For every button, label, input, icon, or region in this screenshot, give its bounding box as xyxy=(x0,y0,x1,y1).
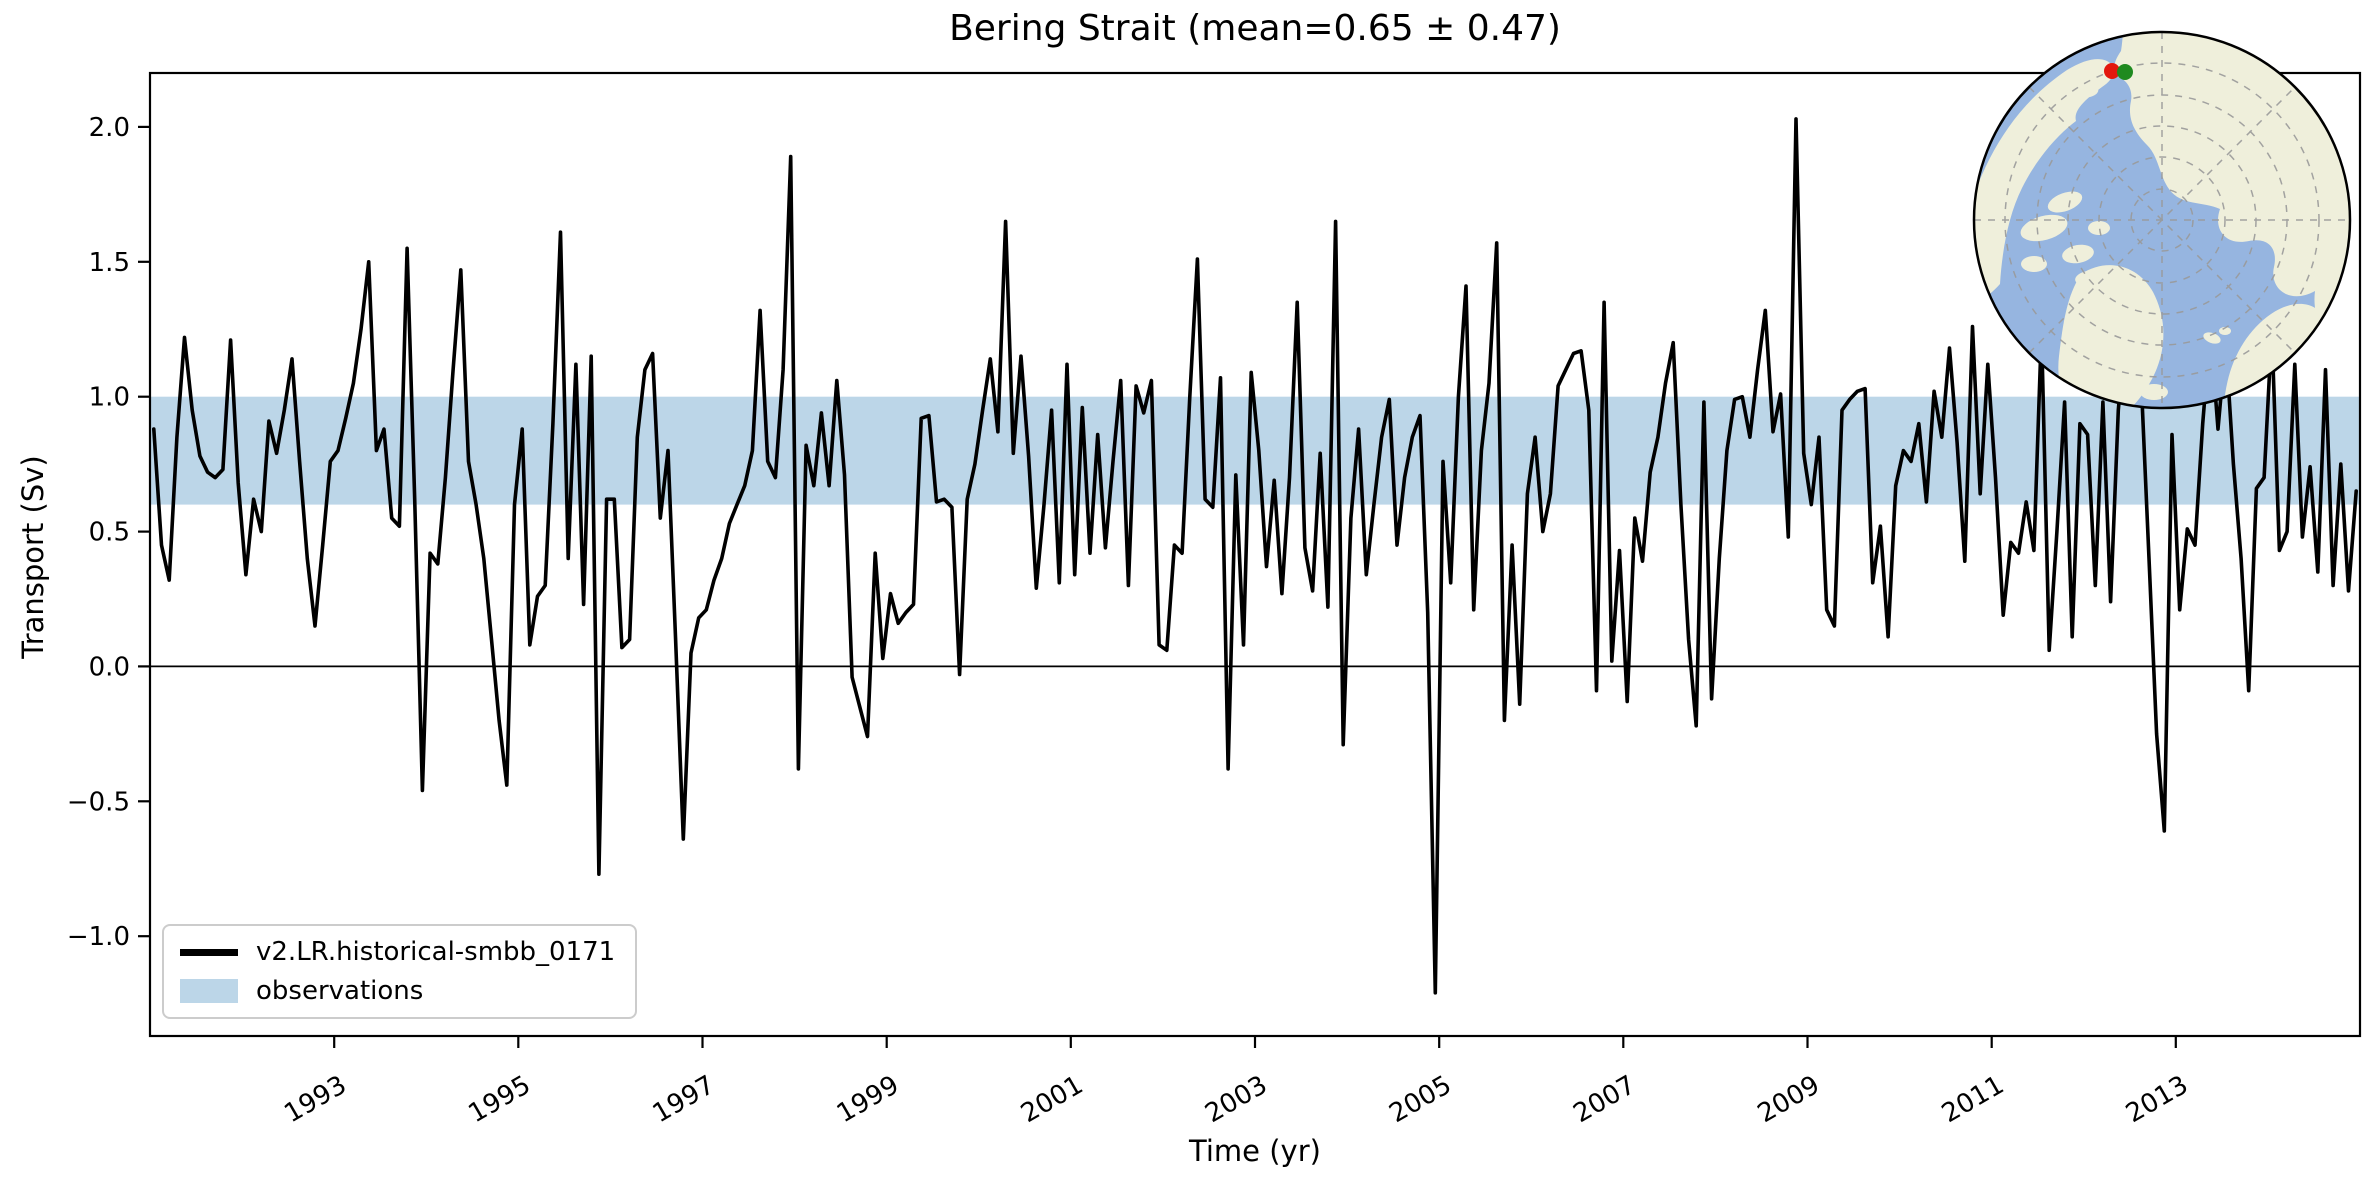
y-tick-label: −0.5 xyxy=(67,787,130,817)
x-tick-label: 1997 xyxy=(648,1070,720,1129)
y-tick-label: 2.0 xyxy=(89,113,130,143)
legend-line-swatch xyxy=(180,948,238,956)
x-tick-label: 2005 xyxy=(1384,1070,1456,1129)
chart-title: Bering Strait (mean=0.65 ± 0.47) xyxy=(949,8,1561,49)
x-tick-label: 2013 xyxy=(2121,1070,2193,1129)
y-tick-label: 1.5 xyxy=(89,248,130,278)
legend-series-label: v2.LR.historical-smbb_0171 xyxy=(256,937,616,967)
legend-entry-series: v2.LR.historical-smbb_0171 xyxy=(180,938,615,967)
x-tick-label: 1993 xyxy=(279,1070,351,1129)
x-tick-label: 1999 xyxy=(832,1070,904,1129)
map-graticule xyxy=(1974,32,2350,408)
x-tick-label: 2011 xyxy=(1937,1070,2009,1129)
x-tick-label: 2009 xyxy=(1753,1070,1825,1129)
y-tick-label: 0.5 xyxy=(89,518,130,548)
legend-entry-observations: observations xyxy=(180,975,615,1006)
x-axis-label: Time (yr) xyxy=(1189,1134,1321,1168)
y-tick-label: 0.0 xyxy=(89,652,130,682)
map-border xyxy=(1972,30,2352,410)
inset-map xyxy=(1972,30,2352,410)
legend-band-label: observations xyxy=(256,975,424,1006)
bering-strait-marker-green xyxy=(2117,64,2133,80)
x-tick-label: 2003 xyxy=(1200,1070,1272,1129)
legend: v2.LR.historical-smbb_0171 observations xyxy=(162,924,638,1020)
series-line xyxy=(152,117,2358,995)
bering-strait-marker-red xyxy=(2104,63,2120,79)
y-axis-label: Transport (Sv) xyxy=(16,455,50,659)
x-tick-label: 2001 xyxy=(1016,1070,1088,1129)
y-tick-label: −1.0 xyxy=(67,922,130,952)
y-tick-label: 1.0 xyxy=(89,383,130,413)
x-tick-label: 2007 xyxy=(1568,1070,1640,1129)
x-tick-label: 1995 xyxy=(463,1070,535,1129)
legend-band-swatch xyxy=(180,978,238,1003)
